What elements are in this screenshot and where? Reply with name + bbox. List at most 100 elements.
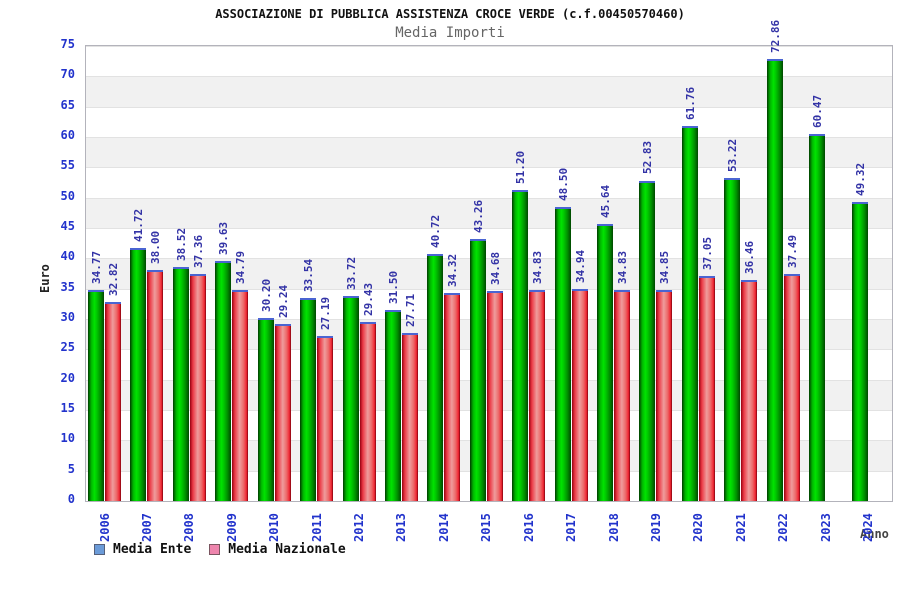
plot-area — [85, 45, 893, 502]
y-tick-label: 25 — [60, 340, 75, 355]
y-tick-label: 50 — [60, 188, 75, 203]
x-axis-title: Anno — [860, 527, 889, 541]
y-tick-label: 65 — [60, 97, 75, 112]
bar-value-label: 34.83 — [616, 250, 630, 284]
bar-value-label: 37.05 — [700, 237, 714, 271]
bar-media-ente — [851, 201, 868, 501]
bar-media-nazionale — [232, 289, 249, 501]
bar-value-label: 32.82 — [107, 262, 120, 296]
bar-media-nazionale — [401, 332, 418, 501]
y-tick-label: 60 — [60, 128, 75, 142]
bar-value-label: 39.63 — [217, 221, 231, 255]
bar-value-label: 30.20 — [259, 278, 273, 312]
bar-top-cap — [130, 247, 147, 250]
bar-value-label: 34.94 — [573, 249, 587, 284]
x-tick-label-year: 2011 — [309, 513, 324, 542]
x-tick-label-year: 2008 — [182, 513, 197, 542]
bar-value-label: 33.72 — [344, 257, 358, 291]
bar-value-label: 36.46 — [743, 240, 757, 274]
y-tick-label: 70 — [60, 67, 75, 82]
bar-media-ente — [724, 178, 741, 501]
legend-label-media-ente: Media Ente — [113, 542, 192, 557]
grid-band — [86, 167, 892, 198]
bar-value-label: 29.43 — [361, 283, 375, 317]
bar-top-cap — [359, 322, 376, 325]
bar-media-nazionale — [105, 301, 121, 501]
bar-top-cap — [342, 296, 359, 299]
x-tick-label-year: 2007 — [139, 513, 154, 542]
bar-media-ente — [342, 296, 359, 501]
bar-value-label: 38.52 — [174, 228, 188, 262]
bar-value-label: 34.79 — [234, 250, 248, 284]
legend-item-media-ente: Media Ente — [94, 542, 191, 557]
y-tick-label: 40 — [60, 249, 75, 264]
grid-band — [86, 76, 892, 107]
bar-value-label: 29.24 — [276, 284, 290, 318]
bar-media-nazionale — [741, 279, 758, 501]
bar-media-nazionale — [656, 289, 673, 501]
legend: Media Ente Media Nazionale — [94, 542, 346, 557]
bar-value-label: 38.00 — [149, 231, 163, 265]
legend-label-media-nazionale: Media Nazionale — [228, 542, 346, 557]
bar-value-label: 51.20 — [514, 151, 528, 185]
bar-top-cap — [529, 289, 546, 292]
bar-value-label: 61.76 — [683, 87, 697, 121]
bar-media-ente — [597, 224, 614, 501]
grid-band — [86, 228, 892, 259]
y-tick-label: 10 — [60, 431, 75, 446]
chart-subtitle: Media Importi — [395, 25, 505, 41]
bar-media-ente — [172, 267, 189, 501]
bar-media-ente — [512, 190, 529, 501]
bar-media-nazionale — [147, 270, 164, 501]
bar-media-ente — [427, 253, 444, 501]
bar-top-cap — [851, 201, 868, 204]
bar-media-ente — [88, 290, 104, 501]
bar-media-ente — [554, 206, 571, 501]
bar-value-label: 43.26 — [471, 199, 485, 233]
bar-value-label: 34.85 — [658, 250, 672, 284]
media-ente-swatch-icon — [94, 544, 105, 555]
x-tick-label-year: 2016 — [521, 513, 536, 542]
grid-band — [86, 106, 892, 137]
legend-item-media-nazionale: Media Nazionale — [209, 542, 346, 557]
bar-media-nazionale — [614, 289, 631, 501]
x-tick-label-year: 2012 — [352, 513, 367, 542]
bar-top-cap — [681, 126, 698, 129]
bar-value-label: 49.32 — [853, 162, 867, 196]
y-tick-label: 15 — [60, 401, 75, 415]
bar-media-ente — [300, 297, 317, 501]
bar-media-nazionale — [274, 323, 291, 501]
bar-top-cap — [741, 279, 758, 282]
bar-top-cap — [427, 253, 444, 256]
bar-top-cap — [401, 332, 418, 335]
bar-value-label: 33.54 — [302, 258, 316, 292]
x-tick-label-year: 2014 — [436, 513, 451, 542]
bar-top-cap — [809, 134, 826, 137]
x-tick-label-year: 2013 — [394, 513, 409, 542]
x-tick-label-year: 2018 — [606, 513, 621, 542]
bar-value-label: 37.36 — [191, 235, 205, 269]
bar-value-label: 31.50 — [386, 270, 400, 304]
media-nazionale-swatch-icon — [209, 544, 221, 555]
x-tick-label-year: 2015 — [479, 513, 494, 542]
bar-value-label: 27.71 — [403, 293, 417, 327]
bar-media-nazionale — [529, 289, 546, 501]
bar-top-cap — [486, 290, 503, 293]
bar-media-ente — [809, 134, 826, 501]
bar-top-cap — [172, 267, 189, 270]
bar-top-cap — [189, 274, 206, 277]
bar-top-cap — [147, 270, 164, 273]
x-tick-label-year: 2009 — [224, 513, 239, 542]
bar-media-nazionale — [444, 292, 461, 501]
bar-value-label: 34.83 — [531, 250, 545, 284]
bar-media-nazionale — [783, 273, 800, 501]
bar-top-cap — [614, 289, 631, 292]
bar-top-cap — [469, 238, 486, 241]
bar-value-label: 34.68 — [488, 251, 502, 285]
bar-media-ente — [766, 58, 783, 501]
bar-top-cap — [766, 58, 783, 61]
bar-media-nazionale — [359, 322, 376, 501]
bar-media-nazionale — [317, 336, 334, 501]
bar-value-label: 34.77 — [90, 250, 103, 285]
bar-media-ente — [384, 309, 401, 501]
